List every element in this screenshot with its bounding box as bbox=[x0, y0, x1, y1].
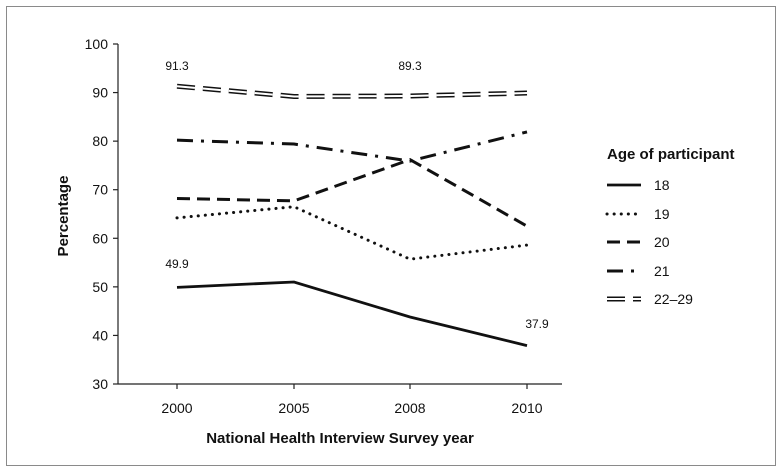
data-label: 91.3 bbox=[165, 59, 189, 73]
y-tick-label: 50 bbox=[92, 279, 108, 295]
x-tick-label: 2010 bbox=[511, 400, 542, 416]
series-line-0 bbox=[176, 280, 528, 347]
legend-title: Age of participant bbox=[607, 146, 735, 163]
legend: Age of participant 18 19 20 21 22–29 bbox=[605, 146, 735, 307]
annotation-layer: 91.3 89.3 49.9 37.9 bbox=[165, 59, 549, 331]
y-tick-label: 100 bbox=[85, 36, 109, 52]
legend-label: 22–29 bbox=[654, 291, 693, 307]
series-line-2 bbox=[176, 157, 528, 228]
legend-label: 19 bbox=[654, 206, 670, 222]
series-line-1 bbox=[175, 205, 529, 261]
legend-label: 18 bbox=[654, 177, 670, 193]
legend-label: 20 bbox=[654, 234, 670, 250]
y-tick-label: 30 bbox=[92, 376, 108, 392]
data-label: 49.9 bbox=[165, 257, 189, 271]
series-layer bbox=[175, 83, 529, 347]
series-line-4-inner bbox=[176, 85, 528, 98]
y-tick-label: 40 bbox=[92, 327, 108, 343]
data-label: 89.3 bbox=[398, 59, 422, 73]
x-axis-title: National Health Interview Survey year bbox=[206, 430, 474, 447]
data-label: 37.9 bbox=[525, 317, 549, 331]
x-tick-label: 2008 bbox=[394, 400, 425, 416]
axes: 30 40 50 60 70 80 90 100 2000 2005 2008 2010 bbox=[85, 36, 562, 416]
y-tick-label: 90 bbox=[92, 85, 108, 101]
y-tick-label: 60 bbox=[92, 230, 108, 246]
y-axis-title: Percentage bbox=[55, 176, 72, 257]
chart-frame bbox=[6, 6, 776, 466]
y-tick-label: 70 bbox=[92, 182, 108, 198]
series-line-4 bbox=[176, 83, 528, 99]
series-line-3 bbox=[176, 130, 528, 163]
legend-label: 21 bbox=[654, 263, 670, 279]
y-tick-label: 80 bbox=[92, 133, 108, 149]
x-tick-label: 2000 bbox=[161, 400, 192, 416]
x-tick-label: 2005 bbox=[278, 400, 309, 416]
